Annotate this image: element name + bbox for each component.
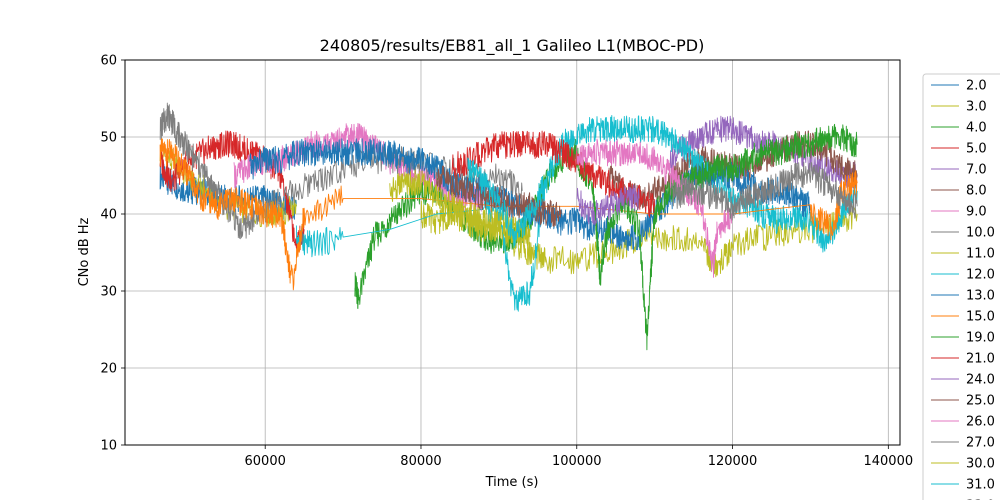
- x-axis-label: Time (s): [485, 475, 539, 490]
- legend-label: 26.0: [966, 415, 995, 430]
- y-tick-label: 40: [100, 208, 117, 223]
- series-line: [576, 138, 733, 278]
- legend-label: 19.0: [966, 331, 995, 346]
- legend-label: 33.0: [966, 499, 995, 500]
- legend-label: 2.0: [966, 79, 987, 94]
- series-line: [669, 115, 858, 190]
- legend-label: 10.0: [966, 226, 995, 241]
- x-tick-label: 140000: [863, 454, 913, 469]
- legend-label: 3.0: [966, 100, 987, 115]
- legend-label: 31.0: [966, 478, 995, 493]
- legend-label: 5.0: [966, 142, 987, 157]
- legend-label: 12.0: [966, 268, 995, 283]
- series-lines: [159, 102, 858, 351]
- legend-box: [922, 73, 1000, 500]
- chart-title: 240805/results/EB81_all_1 Galileo L1(MBO…: [320, 36, 705, 56]
- y-tick-label: 30: [100, 285, 117, 300]
- legend-label: 27.0: [966, 436, 995, 451]
- legend-label: 7.0: [966, 163, 987, 178]
- series-line: [295, 115, 858, 312]
- y-axis-label: CNo dB Hz: [77, 217, 92, 286]
- legend-label: 8.0: [966, 184, 987, 199]
- plot-frame: [124, 59, 901, 446]
- grid: [125, 59, 900, 446]
- series-line: [420, 200, 858, 278]
- legend-label: 13.0: [966, 289, 995, 304]
- series-line: [576, 184, 640, 226]
- legend-label: 25.0: [966, 394, 995, 409]
- legend-label: 21.0: [966, 352, 995, 367]
- y-tick-label: 50: [100, 131, 117, 146]
- series-line: [467, 157, 546, 249]
- y-tick-label: 20: [100, 362, 117, 377]
- y-tick-label: 60: [100, 54, 117, 69]
- legend-label: 9.0: [966, 205, 987, 220]
- legend: 2.0 3.0 4.0 5.0 7.0 8.0 9.0 10.0 11.0 12.0 13.0 15.…: [922, 73, 1000, 500]
- y-tick-label: 10: [100, 439, 117, 454]
- legend-label: 24.0: [966, 373, 995, 388]
- series-line: [607, 130, 858, 211]
- x-tick-label: 80000: [400, 454, 441, 469]
- legend-label: 4.0: [966, 121, 987, 136]
- series-line: [159, 138, 858, 291]
- legend-label: 30.0: [966, 457, 995, 472]
- x-tick-label: 120000: [708, 454, 758, 469]
- x-tick-label: 60000: [245, 454, 286, 469]
- axis-ticks: 60000 80000 100000 120000 140000 10 20 30 40 50 60: [100, 54, 913, 470]
- series-line: [436, 165, 562, 227]
- legend-label: 11.0: [966, 247, 995, 262]
- legend-label: 15.0: [966, 310, 995, 325]
- x-tick-label: 100000: [552, 454, 602, 469]
- series-line: [669, 161, 858, 221]
